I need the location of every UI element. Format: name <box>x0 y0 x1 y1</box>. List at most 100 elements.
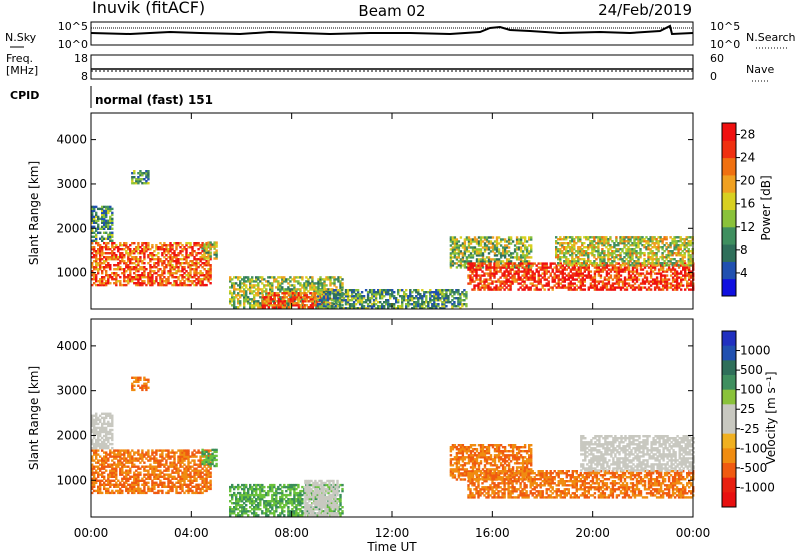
velocity-cell <box>103 459 106 462</box>
power-cell <box>523 280 526 283</box>
power-cell <box>491 244 495 247</box>
power-cell <box>597 256 600 259</box>
velocity-cell <box>135 457 138 460</box>
power-cell <box>153 254 156 257</box>
power-cell <box>655 264 658 267</box>
power-cell <box>291 300 295 303</box>
power-cell <box>338 293 342 296</box>
power-cell <box>101 282 104 285</box>
power-cell <box>107 219 110 222</box>
power-cell <box>689 260 692 263</box>
velocity-cell <box>131 449 134 452</box>
cpid-label: CPID <box>10 89 39 102</box>
power-cell <box>609 270 613 273</box>
power-cell <box>585 236 588 239</box>
power-cell <box>571 266 574 269</box>
power-cell <box>595 268 599 271</box>
power-cell <box>281 282 284 285</box>
y-tick-label: 3000 <box>56 177 87 191</box>
power-cell <box>599 258 602 261</box>
power-cell <box>305 288 308 291</box>
power-cell <box>433 303 436 306</box>
power-cell <box>129 278 132 281</box>
power-cell <box>95 235 98 238</box>
power-cell <box>433 291 436 294</box>
power-cell <box>589 252 592 255</box>
power-cell <box>121 254 124 257</box>
power-cell <box>233 282 236 285</box>
power-cell <box>149 276 152 279</box>
power-cell <box>265 292 268 295</box>
power-cell <box>577 238 580 241</box>
power-cell <box>143 270 146 273</box>
power-cell <box>267 302 270 305</box>
power-cell <box>95 233 98 236</box>
power-cell <box>354 297 358 300</box>
power-cell <box>661 270 665 273</box>
power-cell <box>127 268 130 271</box>
power-cell <box>617 258 620 261</box>
power-cell <box>665 282 669 285</box>
power-cell <box>577 276 580 279</box>
power-cell <box>637 286 641 289</box>
power-cell <box>529 278 532 281</box>
power-cell <box>101 266 104 269</box>
power-cell <box>613 242 616 245</box>
power-cell <box>265 302 268 305</box>
power-cell <box>197 258 200 261</box>
power-cell <box>629 258 632 261</box>
power-cell <box>507 238 511 241</box>
power-cell <box>131 276 134 279</box>
power-cell <box>481 266 485 269</box>
power-cell <box>173 280 176 283</box>
power-cell <box>107 205 110 209</box>
power-cell <box>372 293 376 296</box>
power-cell <box>344 291 348 294</box>
power-cell <box>285 296 288 299</box>
power-cell <box>275 300 278 303</box>
power-cell <box>507 250 511 253</box>
power-cell <box>579 288 582 291</box>
power-cell <box>133 276 136 279</box>
power-cell <box>103 260 106 263</box>
power-cell <box>107 266 110 269</box>
power-cell <box>489 274 492 277</box>
power-cell <box>305 280 308 283</box>
power-cell <box>133 256 136 259</box>
power-cell <box>157 258 160 261</box>
power-cell <box>643 280 647 283</box>
power-colorbar-tick-label: 12 <box>740 220 755 234</box>
power-cell <box>141 250 144 253</box>
power-cell <box>125 252 128 255</box>
power-cell <box>147 272 150 275</box>
power-cell <box>339 286 342 289</box>
velocity-cell <box>145 477 148 480</box>
velocity-cell <box>129 461 132 464</box>
power-cell <box>279 290 282 293</box>
power-cell <box>153 262 156 265</box>
power-cell <box>455 305 458 308</box>
power-cell <box>539 288 542 291</box>
power-cell <box>323 282 326 285</box>
power-cell <box>320 295 324 298</box>
power-cell <box>539 282 542 285</box>
power-cell <box>137 262 140 265</box>
velocity-cell <box>115 449 118 452</box>
power-cell <box>131 242 134 245</box>
power-cell <box>165 254 168 257</box>
power-cell <box>627 236 630 239</box>
power-cell <box>313 298 317 301</box>
power-cell <box>615 286 619 289</box>
power-cell <box>257 294 260 297</box>
power-cell <box>519 240 523 243</box>
power-cell <box>279 298 282 301</box>
power-cell <box>329 288 332 291</box>
power-cell <box>465 293 468 296</box>
power-cell <box>135 282 138 285</box>
power-cell <box>575 250 578 253</box>
power-cell <box>651 254 654 257</box>
velocity-cell <box>115 477 118 480</box>
power-cell <box>169 250 172 253</box>
power-cell <box>253 290 256 293</box>
velocity-cell <box>107 491 110 495</box>
